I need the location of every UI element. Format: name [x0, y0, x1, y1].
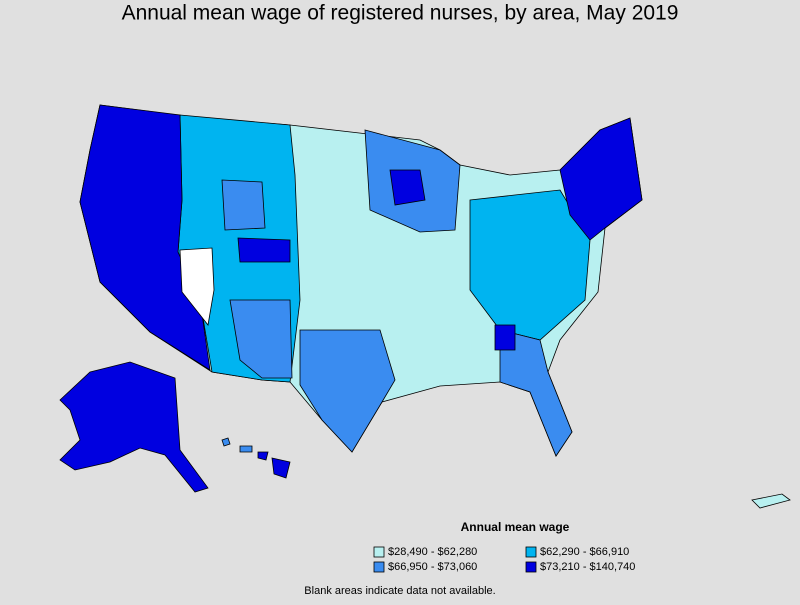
southwest-region	[229, 299, 293, 379]
colorado-region	[237, 237, 291, 263]
legend-title: Annual mean wage	[461, 520, 570, 534]
legend-label: $28,490 - $62,280	[388, 546, 477, 558]
hawaii-2	[239, 445, 253, 453]
northeast-region	[559, 117, 643, 241]
legend-swatch	[373, 561, 385, 573]
legend-label: $66,950 - $73,060	[388, 561, 477, 573]
atlanta-region	[494, 324, 516, 351]
southeast-region	[499, 329, 573, 457]
no-data-area	[179, 247, 215, 326]
legend-swatch	[373, 546, 385, 558]
alaska	[59, 361, 209, 493]
legend-swatch	[525, 561, 537, 573]
texas-region	[299, 329, 396, 453]
map-regions	[59, 104, 791, 509]
footnote: Blank areas indicate data not available.	[304, 585, 495, 597]
map-title: Annual mean wage of registered nurses, b…	[122, 2, 679, 25]
hawaii-4	[271, 457, 291, 479]
puerto-rico	[751, 493, 791, 509]
east-region	[469, 189, 591, 341]
legend-label: $62,290 - $66,910	[540, 546, 629, 558]
hawaii-1	[221, 437, 231, 447]
rocky-region	[221, 179, 266, 231]
twin-cities-region	[389, 169, 426, 206]
hawaii-3	[257, 451, 269, 461]
west-coast-region	[79, 104, 211, 371]
legend-swatch	[525, 546, 537, 558]
legend: $28,490 - $62,280 $62,290 - $66,910 $66,95…	[373, 546, 635, 573]
legend-label: $73,210 - $140,740	[540, 561, 635, 573]
